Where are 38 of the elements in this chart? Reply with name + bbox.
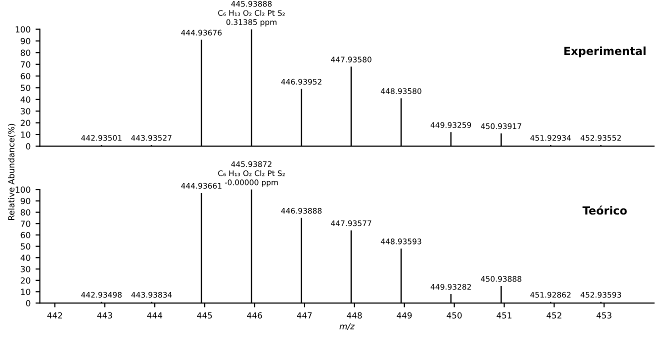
y-tick-label: 90 [20, 38, 30, 44]
x-tick-label: 447 [296, 312, 312, 318]
x-tick-label: 446 [247, 312, 262, 319]
x-tick-label: 450 [446, 312, 462, 319]
y-tick-label: 100 [16, 186, 30, 193]
x-tick-label: 444 [147, 312, 162, 318]
y-tick-label: 10 [21, 288, 30, 295]
x-axis-title: m/z [340, 323, 355, 330]
y-tick-label: 50 [20, 84, 30, 92]
y-tick-label: 50 [20, 243, 30, 250]
text: Experimental [564, 46, 646, 58]
y-tick-label: 0 [26, 300, 30, 306]
text: Teórico [582, 206, 627, 215]
y-tick-label: 80 [20, 50, 30, 56]
x-tick-label: 445 [197, 312, 212, 319]
x-tick-label: 442 [47, 312, 62, 318]
y-tick-label: 40 [20, 96, 30, 103]
y-tick-label: 20 [20, 120, 30, 126]
x-tick-label: 449 [396, 312, 412, 319]
x-tick-label: 443 [97, 312, 112, 319]
y-axis-title: Relative Abundance(%) [8, 124, 16, 220]
y-tick-label: 80 [20, 209, 30, 216]
y-tick-label: 70 [20, 220, 30, 227]
y-tick-label: 90 [20, 198, 30, 204]
y-tick-label: 100 [16, 26, 30, 33]
y-tick-label: 20 [20, 277, 30, 284]
x-tick-label: 451 [496, 312, 512, 319]
y-tick-label: 30 [20, 108, 30, 114]
x-tick-label: 453 [596, 312, 612, 319]
x-tick-label: 448 [346, 312, 362, 319]
y-tick-label: 60 [20, 232, 30, 238]
y-tick-label: 70 [20, 61, 30, 68]
y-tick-label: 10 [21, 131, 30, 138]
y-tick-label: 60 [20, 73, 30, 80]
y-tick-label: 30 [20, 266, 30, 272]
x-tick-label: 452 [546, 312, 562, 319]
y-tick-label: 40 [20, 254, 30, 261]
y-tick-label: 0 [26, 143, 30, 150]
